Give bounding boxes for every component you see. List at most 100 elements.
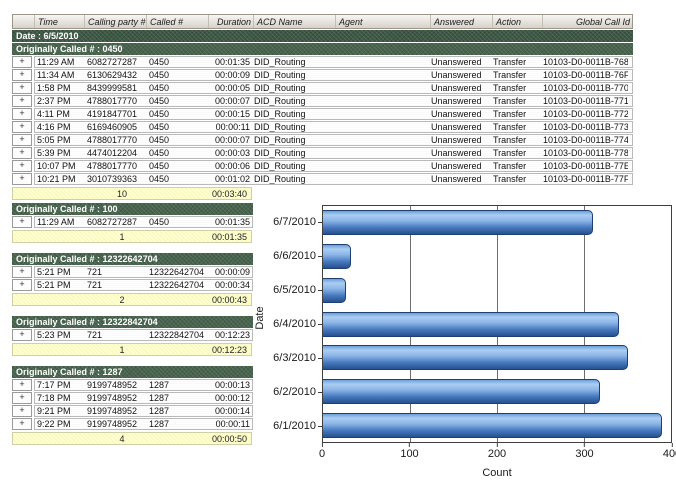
expand-button[interactable]: + (12, 405, 32, 417)
agent-cell (334, 96, 429, 106)
x-tick-text: 400 (662, 448, 676, 460)
row-fields: 5:39 PM 4474012204 0450 00:00:03 DID_Routing… (34, 147, 633, 159)
chart-bar[interactable] (323, 345, 628, 371)
bar-slot (323, 341, 671, 375)
expand-button[interactable]: + (12, 379, 32, 391)
duration-cell: 00:00:11 (215, 419, 250, 429)
column-header: Action (493, 15, 543, 28)
mini-group-section: Originally Called # : 100 +11:29 AM 608272… (12, 203, 253, 243)
agent-cell (334, 174, 429, 184)
time-cell: 10:21 PM (37, 174, 76, 184)
y-tick-label: 6/1/2010 (250, 409, 322, 443)
duration-cell: 00:01:02 (214, 174, 250, 184)
action-cell: Transfer (493, 161, 527, 171)
called-group-band: Originally Called # : 0450 (12, 43, 633, 55)
expand-button[interactable]: + (12, 173, 32, 185)
calling-party-cell: 4788017770 (87, 96, 138, 106)
answered-cell: Unanswered (431, 161, 482, 171)
x-tick-text: 0 (318, 448, 326, 460)
column-header: ACD Name (254, 15, 336, 28)
acd-name-cell: DID_Routing (254, 83, 306, 93)
chart-bar[interactable] (323, 244, 351, 270)
row-fields: 4:11 PM 4191847701 0450 00:00:15 DID_Routing… (34, 108, 633, 120)
row-fields: 5:23 PM 721 12322842704 00:12:23 (34, 329, 253, 341)
expand-button[interactable]: + (12, 134, 32, 146)
x-axis-title: Count (482, 467, 512, 479)
expand-button[interactable]: + (12, 160, 32, 172)
global-call-id-cell: 10103-D0-0011B-77F (543, 174, 628, 184)
table-row: +7:18 PM 9199748952 1287 00:00:12 (12, 392, 253, 404)
y-tick-mark (318, 357, 322, 359)
row-fields: 5:05 PM 4788017770 0450 00:00:07 DID_Routing… (34, 134, 633, 146)
action-cell: Transfer (493, 57, 527, 67)
global-call-id-cell: 10103-D0-0011B-771 (543, 96, 628, 106)
mini-group-section: Originally Called # : 12322642704 +5:21 P… (12, 253, 253, 306)
acd-name-cell: DID_Routing (254, 135, 306, 145)
chart-bar[interactable] (323, 277, 347, 303)
row-fields: 9:22 PM 9199748952 1287 00:00:11 (34, 418, 253, 430)
agent-cell (334, 109, 429, 119)
table-row: +2:37 PM 4788017770 0450 00:00:07 DID_Routin… (12, 95, 633, 107)
row-fields: 5:21 PM 721 12322642704 00:00:34 (34, 279, 253, 291)
expand-button[interactable]: + (12, 266, 32, 278)
time-cell: 5:05 PM (37, 135, 71, 145)
acd-name-cell: DID_Routing (254, 161, 306, 171)
expand-button[interactable]: + (12, 95, 32, 107)
mini-group-section: Originally Called # : 1287 +7:17 PM 919974… (12, 366, 253, 445)
chart-bar[interactable] (323, 378, 600, 404)
row-fields: 10:07 PM 4788017770 0450 00:00:06 DID_Routin… (34, 160, 633, 172)
action-cell: Transfer (493, 96, 527, 106)
x-tick-label: 0 (319, 443, 325, 460)
global-call-id-cell: 10103-D0-0011B-773 (543, 122, 628, 132)
global-call-id-cell: 10103-D0-0011B-76F (543, 70, 628, 80)
chart-bar[interactable] (323, 311, 619, 337)
column-header: Called # (147, 15, 209, 28)
chart-bar[interactable] (323, 210, 593, 236)
agent-cell (334, 122, 429, 132)
duration-cell: 00:00:03 (214, 148, 250, 158)
row-fields: 7:17 PM 9199748952 1287 00:00:13 (34, 379, 253, 391)
expand-button[interactable]: + (12, 279, 32, 291)
summary-row: 4 00:00:50 (12, 432, 252, 445)
expand-button[interactable]: + (12, 82, 32, 94)
acd-name-cell: DID_Routing (254, 174, 306, 184)
called-number-cell: 0450 (149, 217, 170, 227)
x-tick-label: 100 (400, 443, 419, 460)
called-number-cell: 1287 (149, 380, 170, 390)
y-tick-text: 6/3/2010 (273, 352, 316, 364)
action-cell: Transfer (493, 70, 527, 80)
expand-button[interactable]: + (12, 147, 32, 159)
expand-button[interactable]: + (12, 418, 32, 430)
row-fields: 1:58 PM 8439999581 0450 00:00:05 DID_Routing… (34, 82, 633, 94)
x-tick-mark (671, 443, 673, 447)
agent-cell (334, 135, 429, 145)
expand-button[interactable]: + (12, 392, 32, 404)
table-row: +9:21 PM 9199748952 1287 00:00:14 (12, 405, 253, 417)
calling-party-cell: 6169460905 (87, 122, 138, 132)
expand-button[interactable]: + (12, 56, 32, 68)
calling-party-cell: 6130629432 (87, 70, 138, 80)
x-tick-text: 200 (487, 448, 507, 460)
expand-button[interactable]: + (12, 69, 32, 81)
expand-button[interactable]: + (12, 108, 32, 120)
expand-button[interactable]: + (12, 216, 32, 228)
called-number-cell: 1287 (149, 406, 170, 416)
row-fields: 11:29 AM 6082727287 0450 00:01:35 (34, 216, 253, 228)
global-call-id-cell: 10103-D0-0011B-77E (543, 161, 628, 171)
called-number-cell: 12322642704 (149, 267, 205, 277)
calling-party-cell: 9199748952 (87, 419, 138, 429)
acd-name-cell: DID_Routing (254, 96, 306, 106)
expand-button[interactable]: + (12, 329, 32, 341)
answered-cell: Unanswered (431, 83, 482, 93)
column-header: Agent (336, 15, 431, 28)
calling-party-cell: 9199748952 (87, 380, 138, 390)
y-tick-mark (318, 289, 322, 291)
chart-bar[interactable] (323, 412, 663, 438)
calling-party-cell: 4474012204 (87, 148, 138, 158)
calling-party-cell: 4788017770 (87, 135, 138, 145)
expand-button[interactable]: + (12, 121, 32, 133)
row-fields: 7:18 PM 9199748952 1287 00:00:12 (34, 392, 253, 404)
duration-cell: 00:12:23 (214, 330, 250, 340)
called-group-band: Originally Called # : 12322842704 (12, 316, 253, 328)
table-row: +11:34 AM 6130629432 0450 00:00:09 DID_Routi… (12, 69, 633, 81)
